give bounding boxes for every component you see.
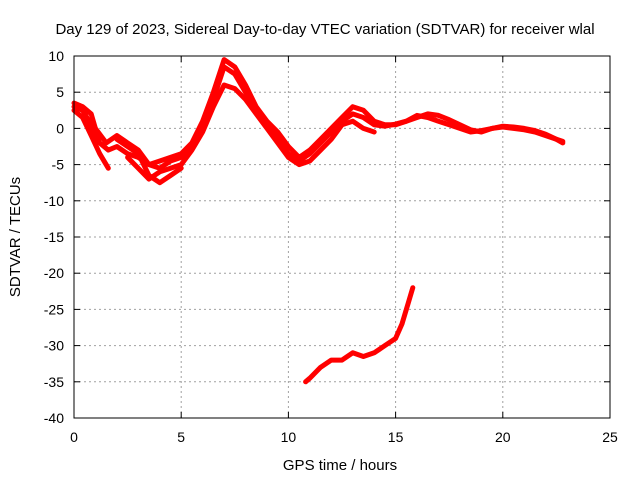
y-axis-label: SDTVAR / TECUs [7,177,24,297]
series-line-track-3 [71,107,111,171]
y-tick-label: -35 [44,374,64,390]
y-tick-label: -10 [44,193,64,209]
series-line-track-5 [303,285,416,385]
y-tick-labels: -40 -35 -30 -25 -20 -15 -10 -5 0 5 10 [44,48,64,426]
y-tick-label: -5 [52,157,65,173]
series-line-track-2 [71,64,566,171]
series-group [71,57,566,385]
x-tick-labels: 0 5 10 15 20 25 [70,429,618,445]
chart-title: Day 129 of 2023, Sidereal Day-to-day VTE… [55,21,594,38]
x-tick-label: 20 [495,429,511,445]
series-line-track-3 [125,82,377,182]
grid-lines [74,56,610,418]
series-line-track-4 [114,136,184,186]
y-tick-label: -25 [44,301,64,317]
x-tick-label: 25 [602,429,618,445]
x-tick-label: 5 [177,429,185,445]
tick-marks [73,55,611,419]
y-tick-label: -30 [44,338,64,354]
y-tick-label: -15 [44,229,64,245]
x-axis-label: GPS time / hours [283,457,397,474]
x-tick-label: 15 [388,429,404,445]
y-tick-label: 5 [56,84,64,100]
y-tick-label: -20 [44,265,64,281]
y-tick-label: 0 [56,120,64,136]
x-tick-label: 10 [281,429,297,445]
y-tick-label: 10 [48,48,64,64]
y-tick-label: -40 [44,410,64,426]
x-tick-label: 0 [70,429,78,445]
